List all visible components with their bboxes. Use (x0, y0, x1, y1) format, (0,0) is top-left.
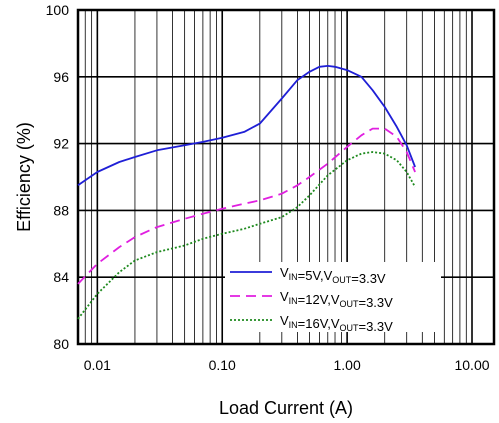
series-line-1 (77, 65, 416, 187)
x-tick-label: 0.10 (209, 357, 236, 373)
y-tick-label: 92 (53, 136, 69, 152)
legend: VIN=5V,VOUT=3.3V VIN=12V,VOUT=3.3V VIN=16V… (230, 265, 393, 334)
legend-label-3: VIN=16V,VOUT=3.3V (280, 313, 393, 334)
y-tick-label: 88 (53, 202, 69, 218)
y-tick-label: 80 (53, 336, 69, 352)
series-layer (77, 65, 416, 320)
legend-box (225, 262, 441, 332)
legend-label-1: VIN=5V,VOUT=3.3V (280, 265, 386, 286)
y-tick-label: 100 (46, 2, 70, 18)
x-tick-label: 0.01 (84, 357, 111, 373)
y-tick-label: 84 (53, 269, 69, 285)
y-tick-label: 96 (53, 69, 69, 85)
y-axis-label: Efficiency (%) (14, 122, 34, 232)
x-axis-label: Load Current (A) (219, 398, 353, 418)
x-tick-labels: 0.01 0.10 1.00 10.00 (84, 357, 490, 373)
plot-frame (76, 8, 496, 346)
legend-label-2: VIN=12V,VOUT=3.3V (280, 289, 393, 310)
series-line-2 (77, 127, 416, 285)
series-line-3 (77, 151, 416, 320)
y-tick-labels: 80 84 88 92 96 100 (46, 2, 70, 352)
x-tick-label: 1.00 (333, 357, 360, 373)
x-tick-label: 10.00 (454, 357, 489, 373)
